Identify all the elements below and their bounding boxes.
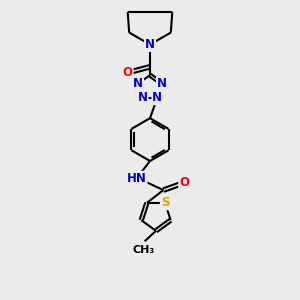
Text: N: N [157, 77, 167, 90]
Text: N: N [138, 91, 148, 104]
Text: O: O [123, 66, 133, 79]
Text: N: N [145, 38, 155, 51]
Text: O: O [179, 176, 189, 189]
Text: N: N [133, 77, 143, 90]
Text: CH₃: CH₃ [132, 245, 154, 255]
Text: N: N [152, 91, 162, 104]
Text: HN: HN [127, 172, 147, 185]
Text: S: S [161, 196, 169, 209]
